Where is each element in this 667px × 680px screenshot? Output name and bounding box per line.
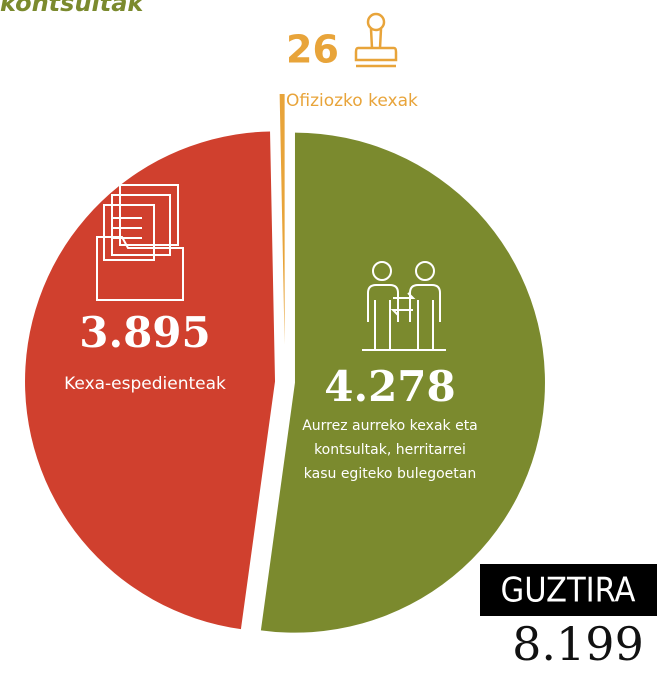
chart-title: kontsultak xyxy=(0,0,145,17)
category-label: Aurrez aurreko kexak eta kontsultak, her… xyxy=(302,418,478,482)
category-label: Kexa-espedienteak xyxy=(64,374,226,394)
value-label: 4.278 xyxy=(324,362,456,411)
pie-slice xyxy=(25,131,276,630)
category-label-box: Aurrez aurreko kexak eta kontsultak, her… xyxy=(302,418,478,482)
total-value: 8.199 xyxy=(512,617,644,671)
category-label: Ofiziozko kexak xyxy=(286,91,418,111)
folder-icon xyxy=(96,184,184,301)
value-label: 3.895 xyxy=(79,308,211,357)
value-label: 26 xyxy=(286,28,339,72)
people-icon xyxy=(362,261,446,351)
total-title: GUZTIRA xyxy=(501,571,636,611)
pie-slice xyxy=(260,132,545,633)
total-box xyxy=(480,564,657,616)
pie xyxy=(25,94,545,633)
stamp-icon xyxy=(354,12,398,68)
pie-slice xyxy=(279,94,285,345)
